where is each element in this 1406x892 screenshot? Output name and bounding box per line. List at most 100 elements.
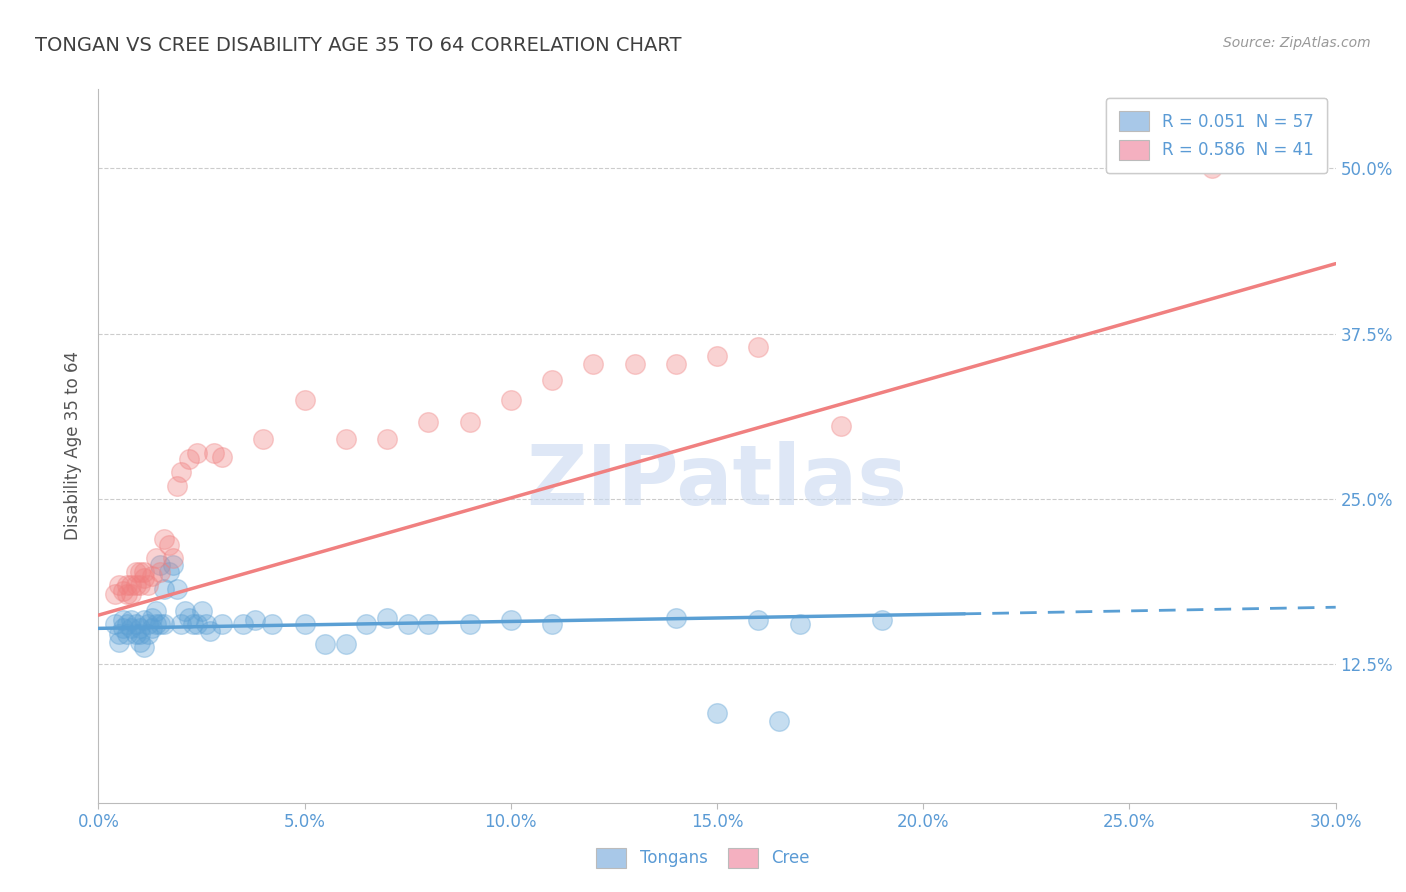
Point <box>145 617 167 632</box>
Point <box>211 450 233 464</box>
Point <box>108 578 131 592</box>
Point <box>665 357 688 371</box>
Point <box>252 433 274 447</box>
Point <box>706 706 728 720</box>
Point <box>124 578 146 592</box>
Point <box>141 611 163 625</box>
Point <box>499 392 522 407</box>
Point <box>149 565 172 579</box>
Point <box>747 614 769 628</box>
Point <box>179 611 201 625</box>
Point <box>104 587 127 601</box>
Point <box>314 637 336 651</box>
Point <box>120 614 142 628</box>
Point <box>174 604 197 618</box>
Point <box>706 349 728 363</box>
Point <box>117 578 139 592</box>
Point <box>112 621 135 635</box>
Point <box>128 578 150 592</box>
Point <box>166 478 188 492</box>
Point <box>541 373 564 387</box>
Point <box>582 357 605 371</box>
Point <box>136 626 159 640</box>
Point <box>162 551 184 566</box>
Point <box>747 340 769 354</box>
Point <box>294 392 316 407</box>
Point <box>186 445 208 459</box>
Point <box>108 634 131 648</box>
Point <box>120 578 142 592</box>
Point <box>356 617 378 632</box>
Point <box>190 604 212 618</box>
Point <box>117 626 139 640</box>
Point <box>623 357 645 371</box>
Point <box>194 617 217 632</box>
Point <box>120 587 142 601</box>
Point <box>202 445 225 459</box>
Point <box>157 538 180 552</box>
Point <box>243 614 266 628</box>
Point <box>789 617 811 632</box>
Point <box>179 452 201 467</box>
Text: TONGAN VS CREE DISABILITY AGE 35 TO 64 CORRELATION CHART: TONGAN VS CREE DISABILITY AGE 35 TO 64 C… <box>35 36 682 54</box>
Point <box>768 714 790 728</box>
Point <box>375 433 398 447</box>
Point <box>418 617 440 632</box>
Point <box>162 558 184 572</box>
Point <box>870 614 893 628</box>
Point <box>186 617 208 632</box>
Point <box>132 614 155 628</box>
Point <box>294 617 316 632</box>
Point <box>124 565 146 579</box>
Point <box>335 433 357 447</box>
Legend: Tongans, Cree: Tongans, Cree <box>589 841 817 875</box>
Point <box>170 466 193 480</box>
Point <box>830 419 852 434</box>
Point <box>132 571 155 585</box>
Point <box>335 637 357 651</box>
Point <box>157 565 180 579</box>
Point <box>124 626 146 640</box>
Point <box>128 626 150 640</box>
Point <box>181 617 204 632</box>
Point <box>153 582 176 596</box>
Point <box>149 617 172 632</box>
Point <box>136 578 159 592</box>
Point <box>153 617 176 632</box>
Point <box>136 617 159 632</box>
Point <box>112 614 135 628</box>
Point <box>170 617 193 632</box>
Point <box>132 565 155 579</box>
Point <box>124 617 146 632</box>
Point <box>117 617 139 632</box>
Point <box>198 624 221 638</box>
Point <box>104 617 127 632</box>
Legend: R = 0.051  N = 57, R = 0.586  N = 41: R = 0.051 N = 57, R = 0.586 N = 41 <box>1105 97 1327 173</box>
Point <box>458 415 481 429</box>
Point <box>128 634 150 648</box>
Text: Source: ZipAtlas.com: Source: ZipAtlas.com <box>1223 36 1371 50</box>
Point <box>145 551 167 566</box>
Point <box>665 611 688 625</box>
Point <box>1201 161 1223 176</box>
Point <box>112 584 135 599</box>
Point <box>145 604 167 618</box>
Point <box>120 621 142 635</box>
Point <box>141 621 163 635</box>
Point <box>149 558 172 572</box>
Point <box>166 582 188 596</box>
Point <box>117 587 139 601</box>
Point <box>260 617 283 632</box>
Y-axis label: Disability Age 35 to 64: Disability Age 35 to 64 <box>65 351 83 541</box>
Point <box>128 565 150 579</box>
Point <box>108 626 131 640</box>
Point <box>132 640 155 654</box>
Point <box>418 415 440 429</box>
Point <box>232 617 254 632</box>
Point <box>141 568 163 582</box>
Point <box>211 617 233 632</box>
Point <box>375 611 398 625</box>
Point <box>396 617 419 632</box>
Point <box>153 532 176 546</box>
Point <box>458 617 481 632</box>
